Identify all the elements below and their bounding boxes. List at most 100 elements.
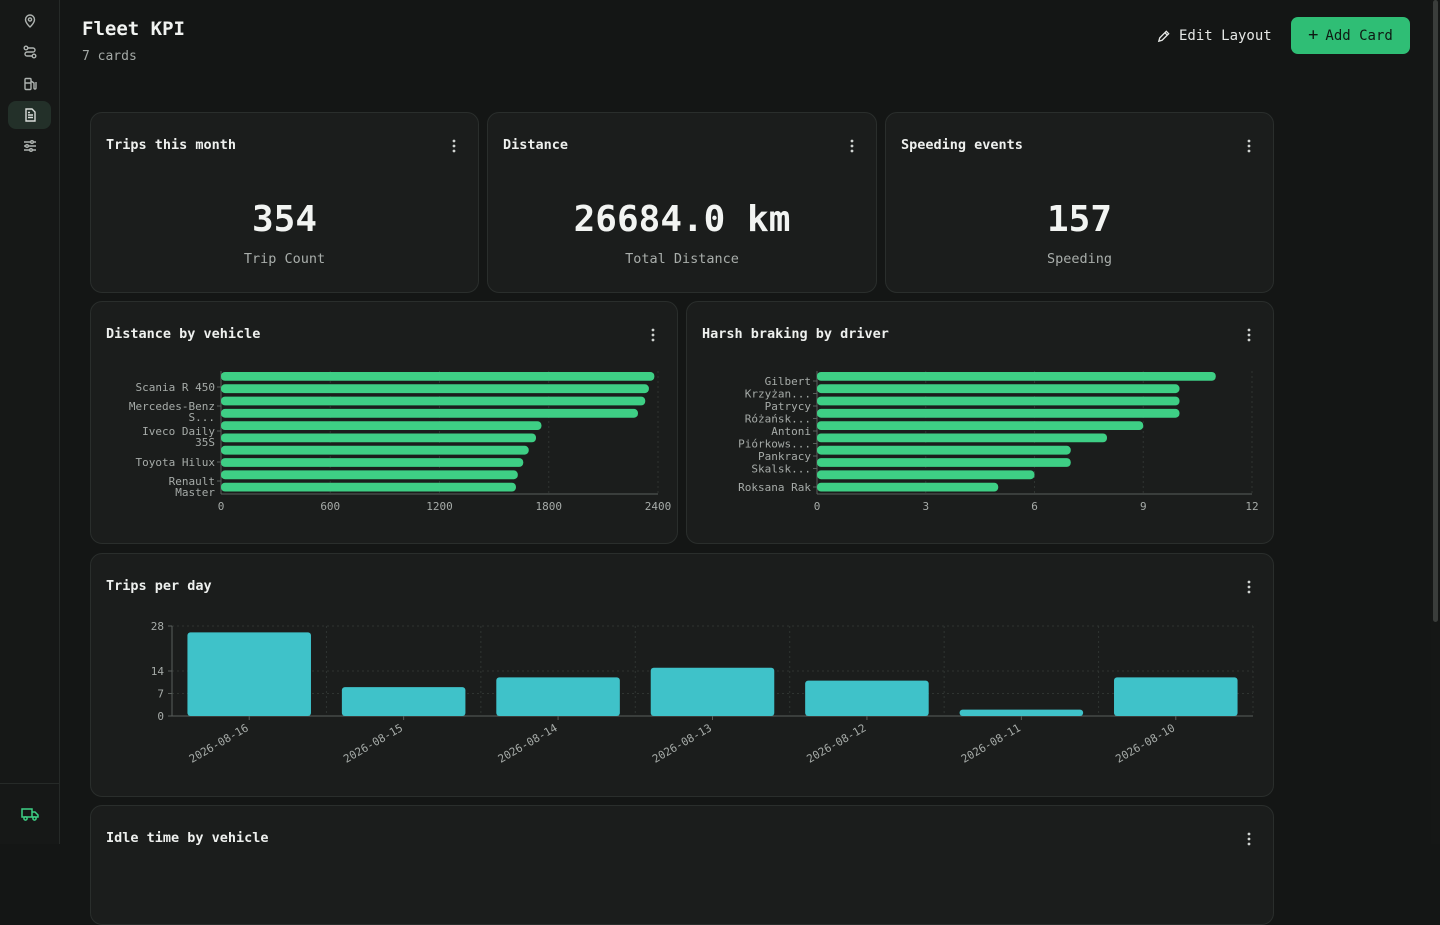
x-tick-label: 0 bbox=[218, 500, 225, 513]
card-title: Harsh braking by driver bbox=[702, 326, 889, 342]
sidebar-footer bbox=[0, 783, 59, 844]
x-tick-label: 12 bbox=[1245, 500, 1258, 513]
y-tick-label: Toyota Hilux bbox=[136, 456, 216, 469]
map-pin-icon bbox=[24, 14, 35, 28]
bar bbox=[496, 677, 620, 716]
y-tick-label: 0 bbox=[157, 710, 164, 723]
bar bbox=[221, 433, 537, 443]
y-tick-label: 35S bbox=[195, 436, 215, 449]
sidebar-item-routes[interactable] bbox=[8, 38, 51, 66]
x-tick-label: 9 bbox=[1140, 500, 1147, 513]
pencil-icon bbox=[1157, 29, 1170, 42]
y-tick-label: Iveco Daily bbox=[142, 425, 215, 438]
trips-per-day-chart: 0 7 14 28 2026-08-16 2026-08-15 2026-08-14 2026… bbox=[151, 620, 1254, 766]
card-title: Distance bbox=[503, 137, 569, 153]
x-tick-label: 2026-08-11 bbox=[959, 721, 1023, 765]
bar bbox=[221, 458, 524, 467]
report-icon bbox=[24, 108, 36, 122]
card-title: Trips this month bbox=[106, 137, 237, 153]
bar bbox=[817, 396, 1180, 406]
sidebar-item-reports[interactable] bbox=[8, 101, 51, 129]
bar bbox=[221, 445, 529, 455]
edit-layout-button[interactable]: Edit Layout bbox=[1146, 18, 1282, 54]
y-tick-label: Gilbert bbox=[765, 375, 811, 388]
bar bbox=[817, 482, 999, 492]
bar bbox=[221, 470, 518, 480]
kpi-label: Trip Count bbox=[243, 251, 326, 267]
x-tick-label: 1800 bbox=[536, 500, 563, 513]
bar bbox=[817, 433, 1107, 443]
y-tick-label: Mercedes-Benz bbox=[129, 400, 215, 413]
x-tick-label: 2026-08-13 bbox=[650, 721, 714, 765]
x-tick-label: 2026-08-14 bbox=[496, 721, 560, 766]
scrollbar[interactable] bbox=[1431, 0, 1440, 844]
x-tick-label: 6 bbox=[1031, 500, 1038, 513]
bar bbox=[959, 709, 1084, 716]
bar bbox=[1114, 677, 1238, 716]
x-tick-label: 1200 bbox=[426, 500, 453, 513]
bar bbox=[221, 408, 638, 418]
y-tick-label: 28 bbox=[151, 620, 164, 633]
y-tick-label: Patrycy bbox=[765, 400, 812, 413]
sidebar-item-fuel[interactable] bbox=[8, 70, 51, 98]
x-tick-label: 2026-08-10 bbox=[1113, 721, 1177, 765]
x-tick-label: 0 bbox=[814, 500, 821, 513]
more-vertical-icon[interactable] bbox=[850, 139, 854, 153]
sidebar-item-settings[interactable] bbox=[8, 132, 51, 160]
bar bbox=[817, 445, 1071, 455]
chart-card-harsh-braking: Harsh braking by driver 0 3 6 9 12 Gilbert Krz… bbox=[686, 301, 1274, 544]
kpi-value: 157 bbox=[1046, 199, 1113, 240]
y-tick-label: Antoni bbox=[771, 425, 811, 438]
x-tick-label: 600 bbox=[320, 500, 340, 513]
bar bbox=[650, 667, 775, 716]
y-tick-label: S... bbox=[189, 411, 216, 424]
kpi-card-speeding: Speeding events 157 Speeding bbox=[885, 112, 1274, 293]
y-tick-label: Renault bbox=[169, 475, 215, 488]
add-card-button[interactable]: + Add Card bbox=[1291, 17, 1410, 54]
y-tick-label: Różańsk... bbox=[745, 413, 811, 426]
y-tick-label: Piórkows... bbox=[738, 438, 811, 451]
y-tick-label: Master bbox=[175, 486, 215, 499]
bar bbox=[817, 470, 1035, 480]
x-tick-label: 2026-08-12 bbox=[805, 721, 869, 765]
distance-by-vehicle-chart: 0 600 1200 1800 2400 Scania R 450 Mercedes-Ben… bbox=[129, 371, 672, 513]
truck-icon[interactable] bbox=[20, 805, 40, 823]
card-title: Distance by vehicle bbox=[106, 326, 261, 342]
kpi-label: Speeding bbox=[1046, 251, 1113, 267]
x-tick-label: 3 bbox=[922, 500, 929, 513]
page-title: Fleet KPI bbox=[82, 18, 185, 40]
more-vertical-icon[interactable] bbox=[1247, 139, 1251, 153]
sliders-icon bbox=[23, 140, 36, 152]
more-vertical-icon[interactable] bbox=[1247, 580, 1251, 594]
y-tick-label: Krzyżan... bbox=[745, 388, 811, 401]
y-tick-label: Skalsk... bbox=[751, 463, 811, 476]
bar bbox=[187, 632, 311, 716]
more-vertical-icon[interactable] bbox=[452, 139, 456, 153]
kpi-card-distance: Distance 26684.0 km Total Distance bbox=[487, 112, 877, 293]
kpi-card-trips: Trips this month 354 Trip Count bbox=[90, 112, 479, 293]
card-title: Speeding events bbox=[901, 137, 1023, 153]
more-vertical-icon[interactable] bbox=[651, 328, 655, 342]
x-tick-label: 2400 bbox=[645, 500, 672, 513]
kpi-value: 354 bbox=[251, 199, 318, 240]
chart-card-distance-by-vehicle: Distance by vehicle 0 600 1200 1800 2400 Scan… bbox=[90, 301, 678, 544]
bar bbox=[817, 384, 1180, 394]
add-card-label: Add Card bbox=[1325, 27, 1393, 44]
bar bbox=[341, 687, 466, 716]
bar bbox=[221, 482, 516, 492]
route-icon bbox=[23, 45, 36, 59]
card-count: 7 cards bbox=[82, 49, 137, 64]
bar bbox=[817, 408, 1180, 418]
more-vertical-icon[interactable] bbox=[1247, 328, 1251, 342]
sidebar-item-map[interactable] bbox=[8, 7, 51, 35]
y-tick-label: 14 bbox=[151, 665, 165, 678]
bar bbox=[805, 680, 929, 716]
bar bbox=[817, 458, 1071, 467]
y-tick-label: 7 bbox=[157, 688, 164, 701]
y-tick-label: Scania R 450 bbox=[136, 381, 215, 394]
bar bbox=[221, 421, 542, 430]
edit-layout-label: Edit Layout bbox=[1179, 28, 1272, 44]
scrollbar-thumb[interactable] bbox=[1433, 0, 1438, 622]
chart-card-trips-per-day: Trips per day 0 7 14 28 2026-08-16 2026-08-15… bbox=[90, 553, 1274, 797]
chart-card-idle-time: Idle time by vehicle bbox=[90, 805, 1274, 925]
